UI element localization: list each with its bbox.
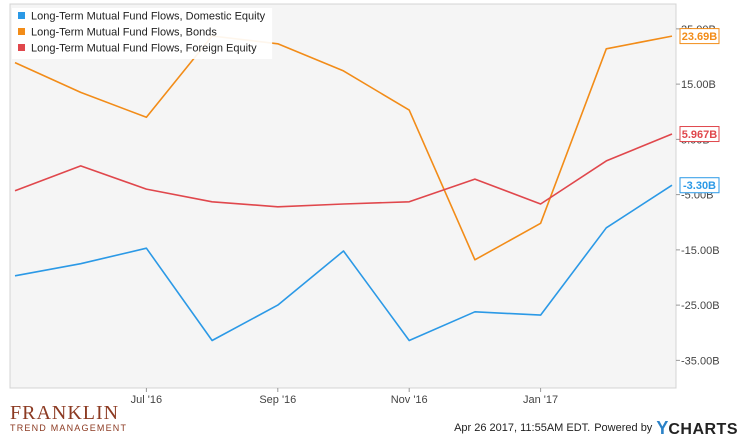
legend-swatch — [18, 12, 25, 19]
x-tick-label: Jan '17 — [523, 394, 558, 406]
end-label-box — [679, 28, 720, 45]
end-label-text: 23.69B — [682, 31, 718, 43]
ycharts-logo[interactable]: Y CHARTS — [656, 418, 738, 439]
legend-swatch — [18, 28, 25, 35]
timestamp: Apr 26 2017, 11:55AM EDT. — [454, 422, 591, 434]
legend-label: Long-Term Mutual Fund Flows, Foreign Equ… — [31, 43, 257, 55]
legend: Long-Term Mutual Fund Flows, Domestic Eq… — [12, 8, 273, 59]
powered-by-text: Powered by — [594, 422, 653, 434]
series-line-3 — [14, 133, 673, 208]
legend-label: Long-Term Mutual Fund Flows, Bonds — [31, 27, 217, 39]
legend-item-2: Long-Term Mutual Fund Flows, Bonds — [18, 27, 217, 39]
ycharts-logo-text: CHARTS — [668, 420, 738, 438]
ycharts-logo-y: Y — [656, 417, 669, 438]
y-tick-label: -15.00B — [681, 245, 720, 257]
x-tick-label: Nov '16 — [391, 394, 428, 406]
x-axis: Jul '16 Sep '16 Nov '16 Jan '17 — [131, 388, 558, 406]
franklin-logo: FRANKLIN TREND MANAGEMENT — [10, 403, 150, 434]
plot-area — [9, 3, 677, 389]
x-tick-label: Jul '16 — [131, 394, 162, 406]
end-label-text: -3.30B — [683, 180, 716, 192]
end-label-3: 5.967B — [679, 126, 720, 143]
legend-item-1: Long-Term Mutual Fund Flows, Domestic Eq… — [18, 11, 266, 23]
y-tick-label: -25.00B — [681, 300, 720, 312]
brand-name: FRANKLIN — [10, 402, 120, 424]
series-line-1 — [14, 184, 673, 342]
legend-item-3: Long-Term Mutual Fund Flows, Foreign Equ… — [18, 43, 257, 55]
y-axis: -35.00B-25.00B-15.00B-5.00B5.00B15.00B25… — [676, 24, 720, 367]
end-label-box — [679, 177, 720, 194]
footer-credit: Apr 26 2017, 11:55AM EDT. Powered by Y CH… — [454, 418, 738, 438]
legend-label: Long-Term Mutual Fund Flows, Domestic Eq… — [31, 11, 266, 23]
x-tick-label: Sep '16 — [259, 394, 296, 406]
end-label-box — [679, 126, 720, 143]
end-label-1: -3.30B — [679, 177, 720, 194]
brand-tagline: TREND MANAGEMENT — [10, 423, 128, 433]
series-lines — [14, 35, 673, 342]
legend-background — [12, 8, 273, 59]
end-label-text: 5.967B — [682, 129, 718, 141]
legend-swatch — [18, 44, 25, 51]
y-tick-label: 15.00B — [681, 79, 716, 91]
end-value-labels: -3.30B 23.69B 5.967B — [679, 28, 720, 194]
y-tick-label: -35.00B — [681, 355, 720, 367]
end-label-2: 23.69B — [679, 28, 720, 45]
series-line-2 — [14, 35, 673, 261]
